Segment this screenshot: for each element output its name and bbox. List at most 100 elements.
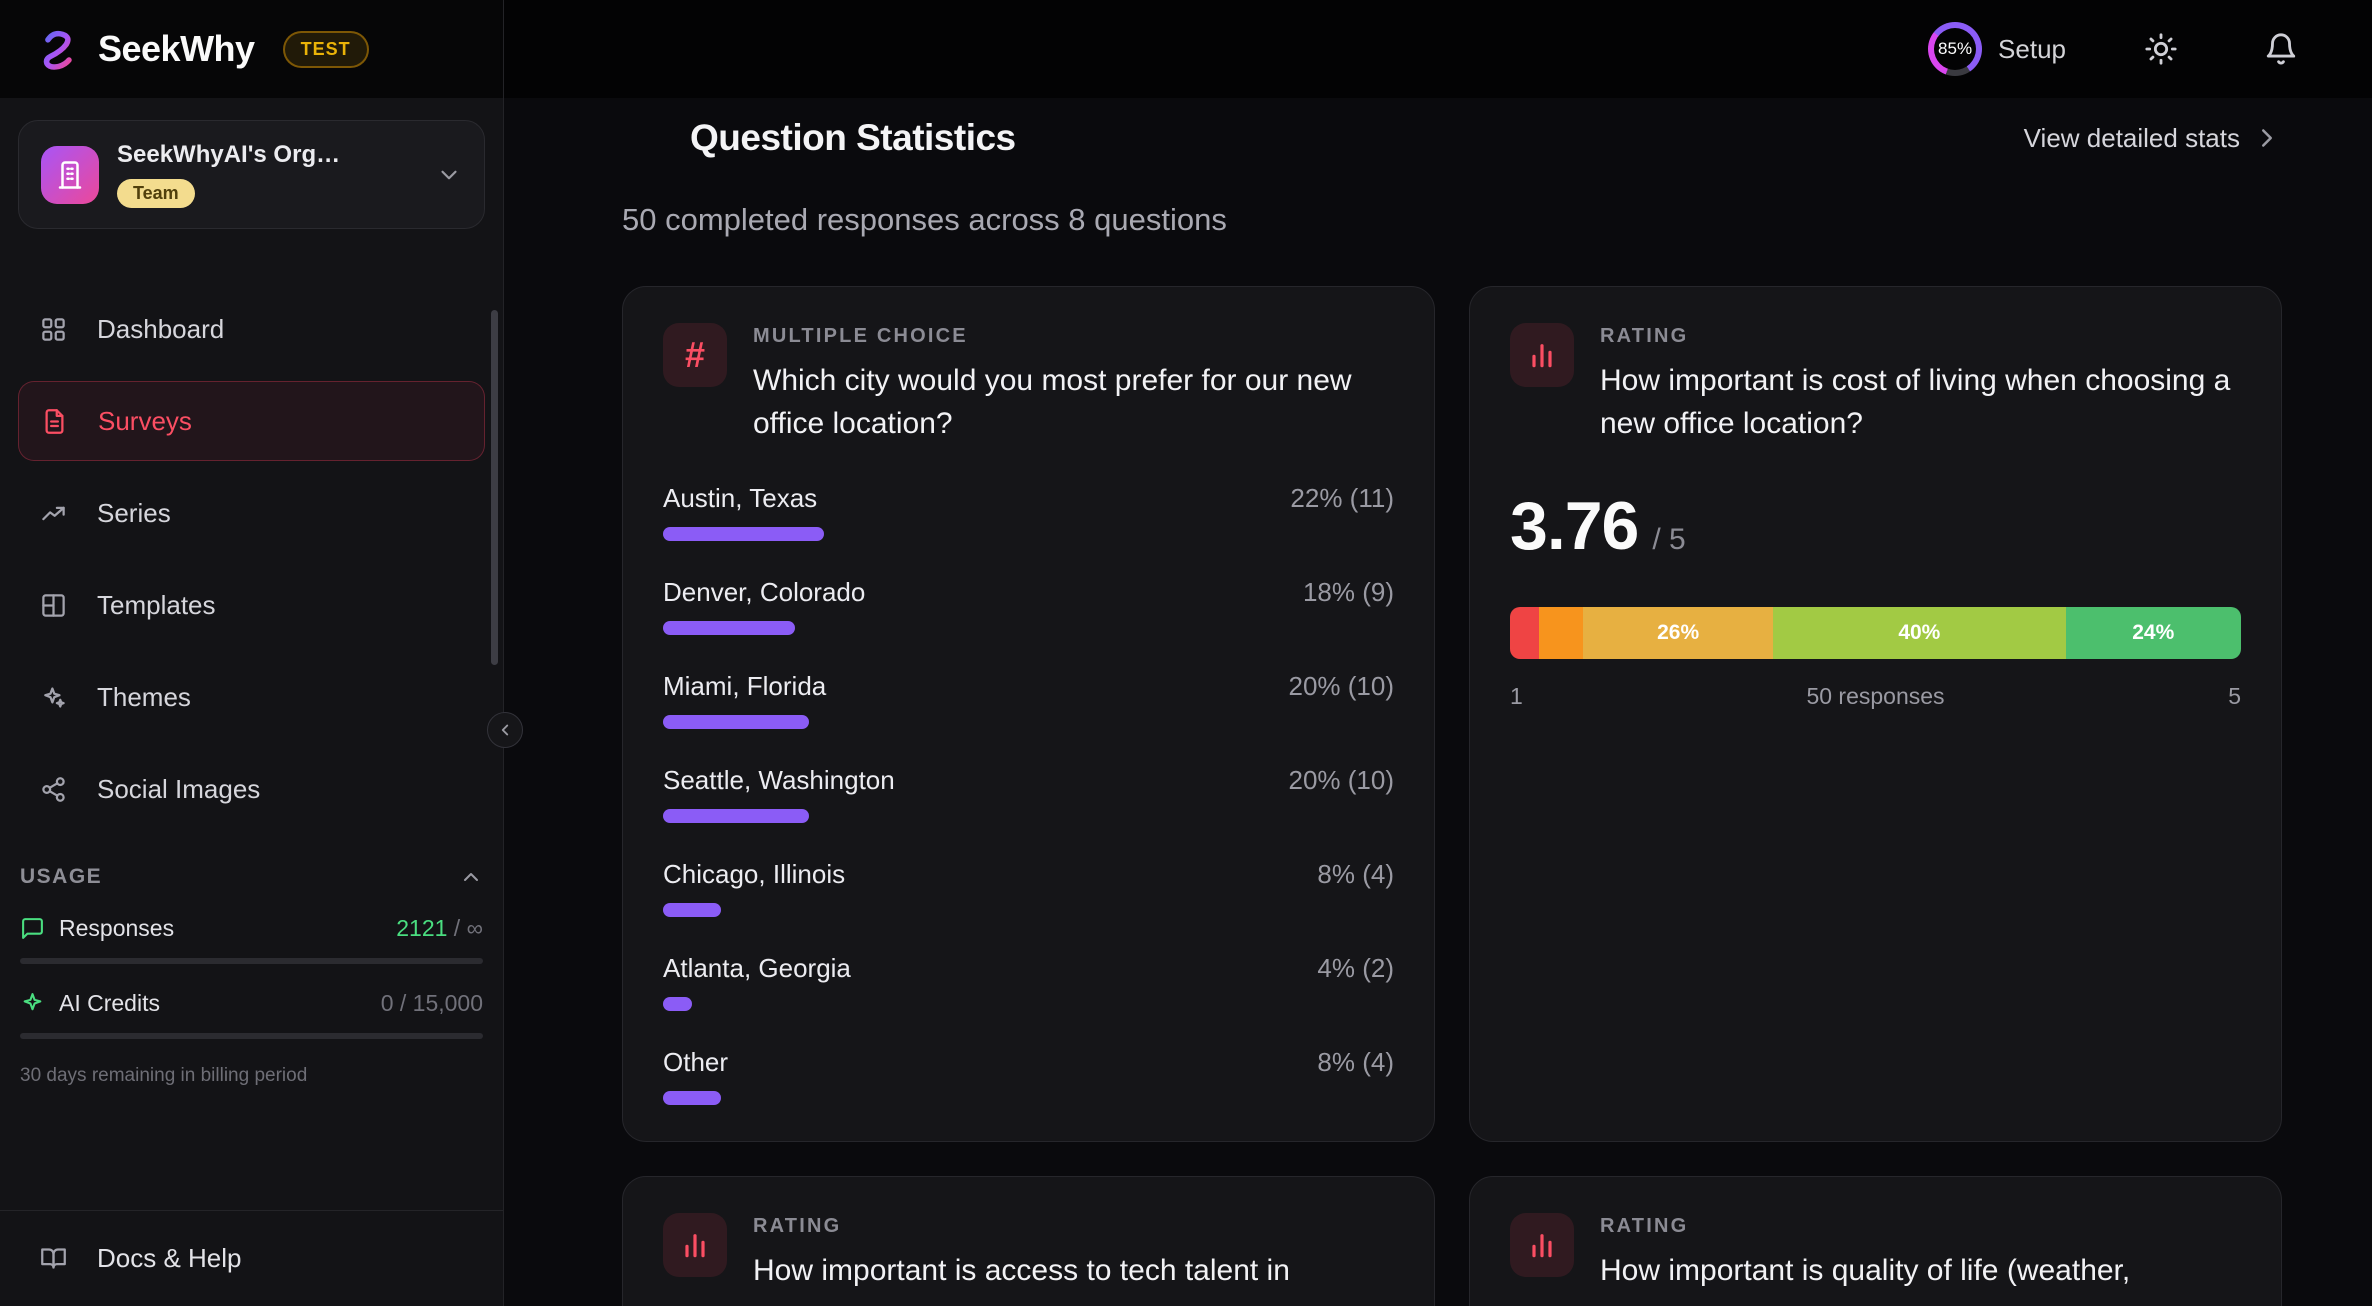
ai-credits-usage-row: AI Credits 0 / 15,000 bbox=[20, 990, 483, 1017]
setup-progress-ring: 85% bbox=[1928, 22, 1983, 76]
view-detailed-stats-link[interactable]: View detailed stats bbox=[2024, 123, 2282, 154]
option-value: 20% (10) bbox=[1288, 765, 1395, 796]
option-bar bbox=[663, 1091, 722, 1106]
org-switcher[interactable]: SeekWhyAI's Org… Team bbox=[18, 120, 485, 229]
series-icon bbox=[40, 500, 67, 527]
rating-average: 3.76 bbox=[1510, 488, 1639, 565]
page-title: Question Statistics bbox=[690, 117, 1016, 158]
option-row: Chicago, Illinois 8% (4) bbox=[663, 859, 1394, 918]
templates-icon bbox=[40, 592, 67, 619]
option-bar bbox=[663, 997, 693, 1012]
rating-score: 3.76 / 5 bbox=[1510, 487, 2241, 565]
org-name: SeekWhyAI's Org… bbox=[117, 141, 341, 168]
theme-toggle-button[interactable] bbox=[2144, 32, 2178, 66]
sidebar-item-templates[interactable]: Templates bbox=[0, 559, 503, 651]
sidebar-item-surveys[interactable]: Surveys bbox=[18, 381, 485, 461]
sidebar-item-dashboard[interactable]: Dashboard bbox=[0, 283, 503, 375]
mini-bar-chart-icon bbox=[663, 1213, 727, 1278]
option-row: Denver, Colorado 18% (9) bbox=[663, 577, 1394, 636]
responses-usage-row: Responses 2121 / ∞ bbox=[20, 915, 483, 942]
option-value: 8% (4) bbox=[1317, 1047, 1394, 1078]
sparkle-icon bbox=[20, 991, 45, 1016]
question-card-rating: RATING How important is cost of living w… bbox=[1469, 286, 2282, 1143]
rating-segment bbox=[1510, 607, 1540, 660]
rating-segment: 26% bbox=[1583, 607, 1774, 660]
setup-progress[interactable]: 85% Setup bbox=[1928, 22, 2066, 76]
option-row: Atlanta, Georgia 4% (2) bbox=[663, 953, 1394, 1012]
ai-credits-count: 0 / 15,000 bbox=[380, 990, 483, 1016]
rating-distribution-bar: 26% 40% 24% bbox=[1510, 607, 2241, 660]
org-avatar bbox=[41, 145, 99, 204]
options-list: Austin, Texas 22% (11) Denver, Colorado 18… bbox=[663, 483, 1395, 1106]
sidebar-scrollbar[interactable] bbox=[491, 310, 498, 665]
chevron-up-icon[interactable] bbox=[459, 865, 483, 889]
brand-name: SeekWhy bbox=[98, 28, 255, 69]
option-bar bbox=[663, 903, 722, 918]
chevron-left-icon bbox=[496, 721, 514, 739]
option-label: Seattle, Washington bbox=[663, 765, 895, 796]
sidebar-item-social-images[interactable]: Social Images bbox=[0, 743, 503, 835]
option-value: 8% (4) bbox=[1317, 859, 1394, 890]
option-bar bbox=[663, 621, 795, 636]
rating-axis: 1 50 responses 5 bbox=[1510, 683, 2241, 710]
topbar: 85% Setup bbox=[504, 0, 2372, 98]
ai-credits-progress-bar bbox=[20, 1033, 483, 1039]
dashboard-icon bbox=[40, 316, 67, 343]
sidebar-item-label: Social Images bbox=[97, 773, 261, 804]
option-value: 4% (2) bbox=[1317, 953, 1394, 984]
option-label: Denver, Colorado bbox=[663, 577, 866, 608]
usage-section: USAGE Responses 2121 / ∞ AI Credits 0 / … bbox=[0, 835, 503, 1087]
rating-scale: / 5 bbox=[1652, 523, 1686, 557]
main-area: 85% Setup bbox=[504, 0, 2372, 1306]
billing-note: 30 days remaining in billing period bbox=[20, 1065, 308, 1086]
message-icon bbox=[20, 916, 45, 941]
rating-segment: 40% bbox=[1773, 607, 2066, 660]
notifications-button[interactable] bbox=[2264, 32, 2298, 66]
bell-icon bbox=[2264, 32, 2298, 66]
share-icon bbox=[40, 776, 67, 803]
ai-credits-label: AI Credits bbox=[59, 990, 160, 1016]
section-header: Question Statistics View detailed stats bbox=[622, 116, 2282, 160]
sidebar-item-series[interactable]: Series bbox=[0, 467, 503, 559]
sidebar-item-label: Series bbox=[97, 497, 171, 528]
option-row: Austin, Texas 22% (11) bbox=[663, 483, 1394, 542]
mini-bar-chart-icon bbox=[1510, 1213, 1574, 1278]
sidebar-item-themes[interactable]: Themes bbox=[0, 651, 503, 743]
question-text: How important is access to tech talent i… bbox=[753, 1254, 1290, 1288]
content: Question Statistics View detailed stats … bbox=[504, 98, 2372, 1306]
option-bar bbox=[663, 527, 824, 542]
option-label: Austin, Texas bbox=[663, 483, 818, 514]
book-icon bbox=[40, 1245, 67, 1272]
option-value: 20% (10) bbox=[1288, 671, 1395, 702]
org-info: SeekWhyAI's Org… Team bbox=[117, 141, 412, 208]
question-text: How important is quality of life (weathe… bbox=[1600, 1254, 2131, 1288]
setup-label: Setup bbox=[1998, 33, 2066, 64]
question-type-label: RATING bbox=[1600, 325, 1689, 347]
stats-subtitle: 50 completed responses across 8 question… bbox=[622, 202, 1227, 237]
responses-progress-bar bbox=[20, 958, 483, 964]
option-label: Chicago, Illinois bbox=[663, 859, 846, 890]
rating-segment: 24% bbox=[2065, 607, 2241, 660]
sidebar-nav: Dashboard Surveys Series bbox=[0, 283, 503, 835]
option-value: 18% (9) bbox=[1302, 577, 1394, 608]
option-row: Other 8% (4) bbox=[663, 1047, 1394, 1106]
env-badge: TEST bbox=[282, 30, 369, 68]
sidebar-item-label: Surveys bbox=[98, 405, 192, 436]
themes-icon bbox=[40, 684, 67, 711]
sun-icon bbox=[2144, 32, 2178, 66]
docs-help-label: Docs & Help bbox=[97, 1243, 242, 1273]
axis-min: 1 bbox=[1510, 683, 1523, 710]
option-row: Miami, Florida 20% (10) bbox=[663, 671, 1395, 730]
question-card-multiple-choice: # MULTIPLE CHOICE Which city would you m… bbox=[622, 286, 1435, 1143]
sidebar-item-label: Templates bbox=[97, 589, 216, 620]
surveys-icon bbox=[41, 408, 68, 435]
sidebar-collapse-button[interactable] bbox=[487, 712, 523, 748]
question-text: Which city would you most prefer for our… bbox=[753, 364, 1352, 440]
usage-title: USAGE bbox=[20, 865, 103, 888]
responses-count: 2121 / ∞ bbox=[396, 915, 483, 941]
option-label: Miami, Florida bbox=[663, 671, 827, 702]
sidebar-item-docs-help[interactable]: Docs & Help bbox=[0, 1210, 503, 1306]
view-detailed-stats-label: View detailed stats bbox=[2023, 122, 2240, 153]
option-label: Other bbox=[663, 1047, 729, 1078]
